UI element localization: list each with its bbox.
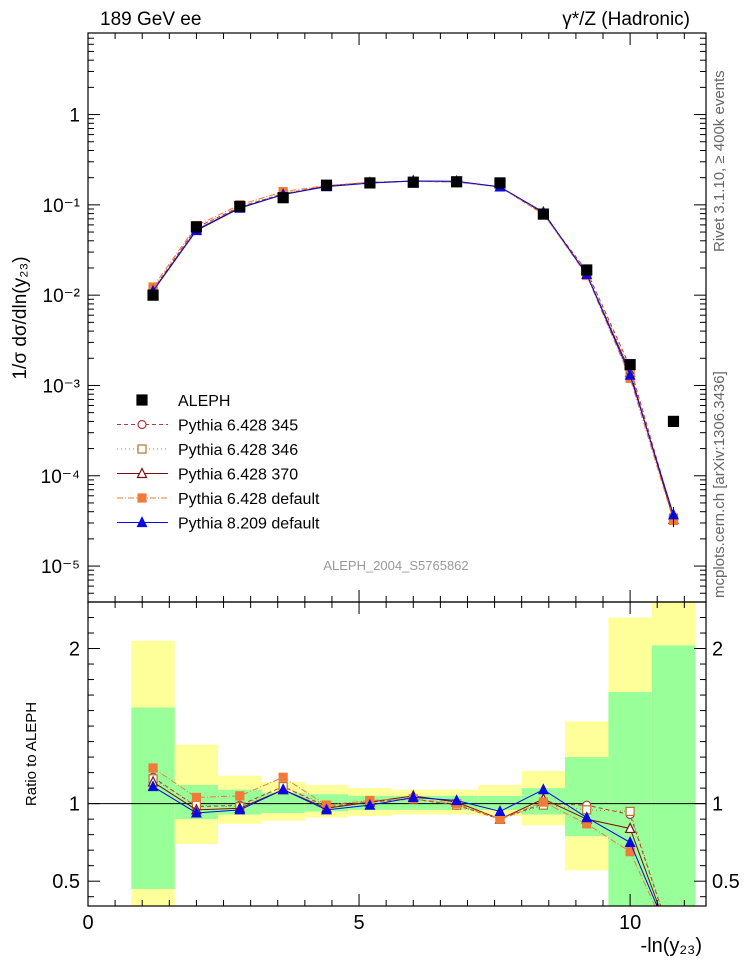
point-aleph-8 <box>494 177 506 189</box>
point-aleph-4 <box>320 179 333 191</box>
point-aleph-5 <box>364 177 376 189</box>
panel-frames <box>87 32 707 907</box>
ratio-y-tick-label-left: 0.5 <box>52 871 80 893</box>
legend-marker-5 <box>136 516 148 528</box>
legend-marker-3 <box>136 467 148 479</box>
legend-marker-1 <box>137 419 147 430</box>
green-band-0 <box>131 707 175 889</box>
point-aleph-2 <box>234 200 246 213</box>
legend-marker-0 <box>136 394 148 406</box>
legend-marker-2 <box>137 444 147 454</box>
legend-label-4: Pythia 6.428 default <box>178 491 320 508</box>
line-pythia-8-209-default <box>152 180 674 515</box>
ratio-point-pythia-8-209-default-9 <box>537 783 549 795</box>
legend: ALEPH Pythia 6.428 345 Pythia 6.428 346 Pyt… <box>117 393 320 533</box>
axes: 0 5 10-ln(y₂₃) 1 10⁻¹ 10⁻² 10⁻³ 10⁻⁴ 10⁻⁵ 1/σ dσ/… <box>10 32 740 957</box>
x-tick-label: 10 <box>619 912 641 934</box>
ratio-point-pythia-6-428-370-11 <box>624 822 636 834</box>
y-axis-label: 1/σ dσ/dln(y₂₃) <box>10 256 31 379</box>
header-left-label: 189 GeV ee <box>100 9 201 30</box>
legend-label-3: Pythia 6.428 370 <box>178 467 298 484</box>
point-aleph-12 <box>667 415 680 427</box>
point-aleph-3 <box>277 192 289 204</box>
point-aleph-0 <box>147 289 159 301</box>
legend-label-0: ALEPH <box>178 393 230 410</box>
y-tick-label: 10⁻² <box>43 286 81 307</box>
point-aleph-6 <box>407 176 419 188</box>
ratio-point-pythia-8-209-default-3 <box>277 783 289 795</box>
y-tick-label: 1 <box>69 106 80 127</box>
ratio-point-pythia-6-428-default-1 <box>191 792 202 803</box>
green-band-11 <box>608 691 652 906</box>
analysis-label: ALEPH_2004_S5765862 <box>323 558 468 573</box>
x-tick-label: 5 <box>353 912 364 934</box>
x-tick-label: 0 <box>82 912 93 934</box>
ratio-point-pythia-8-209-default-6 <box>407 791 419 803</box>
ratio-point-pythia-6-428-default-0 <box>148 763 158 773</box>
ratio-point-pythia-8-209-default-10 <box>581 811 593 823</box>
point-pythia-8-209-default-11 <box>624 368 636 380</box>
ratio-point-pythia-6-428-default-2 <box>235 791 245 801</box>
point-aleph-1 <box>190 221 203 233</box>
point-aleph-9 <box>537 208 549 220</box>
ratio-point-pythia-8-209-default-0 <box>147 780 159 792</box>
ratio-point-pythia-8-209-default-1 <box>190 806 202 818</box>
ratio-y-tick-label-right: 0.5 <box>712 871 740 893</box>
main-panel <box>147 174 680 528</box>
y-tick-label: 10⁻⁵ <box>41 557 80 578</box>
ratio-point-pythia-8-209-default-2 <box>234 803 246 815</box>
point-aleph-7 <box>451 176 463 188</box>
ratio-y-tick-label-left: 2 <box>69 639 80 661</box>
ratio-point-pythia-6-428-default-8 <box>495 814 505 824</box>
ratio-point-pythia-8-209-default-8 <box>494 805 506 816</box>
legend-marker-4 <box>137 493 147 503</box>
ratio-point-pythia-8-209-default-7 <box>451 794 463 806</box>
x-axis-label: -ln(y₂₃) <box>641 935 702 957</box>
legend-label-2: Pythia 6.428 346 <box>178 442 298 459</box>
ratio-point-pythia-8-209-default-11 <box>624 836 636 848</box>
ratio-point-pythia-8-209-default-5 <box>364 798 376 810</box>
y-tick-label: 10⁻¹ <box>43 196 81 217</box>
y-tick-label: 10⁻⁴ <box>41 467 80 488</box>
legend-label-1: Pythia 6.428 345 <box>178 418 298 435</box>
green-band-3 <box>261 792 305 813</box>
ratio-point-pythia-6-428-default-3 <box>278 772 288 782</box>
ratio-y-tick-label-right: 2 <box>712 639 723 661</box>
ratio-uncertainty-bands <box>131 602 696 906</box>
ratio-point-pythia-8-209-default-4 <box>321 803 332 815</box>
ratio-panel <box>88 763 706 906</box>
ratio-y-axis-label: Ratio to ALEPH <box>23 702 40 806</box>
legend-label-5: Pythia 8.209 default <box>178 516 320 533</box>
rivet-label: Rivet 3.1.10, ≥ 400k events <box>711 70 728 252</box>
ratio-y-tick-label-left: 1 <box>69 794 80 816</box>
header-right-label: γ*/Z (Hadronic) <box>562 9 690 30</box>
ratio-y-tick-label-right: 1 <box>712 794 723 816</box>
point-aleph-11 <box>624 359 636 371</box>
ratio-point-pythia-6-428-346-11 <box>625 806 635 816</box>
point-aleph-10 <box>581 264 593 276</box>
ratio-point-pythia-6-428-default-9 <box>538 797 548 807</box>
mcplots-label: mcplots.cern.ch [arXiv:1306.3436] <box>711 371 728 598</box>
y-tick-label: 10⁻³ <box>43 376 81 397</box>
green-band-12 <box>651 645 696 906</box>
